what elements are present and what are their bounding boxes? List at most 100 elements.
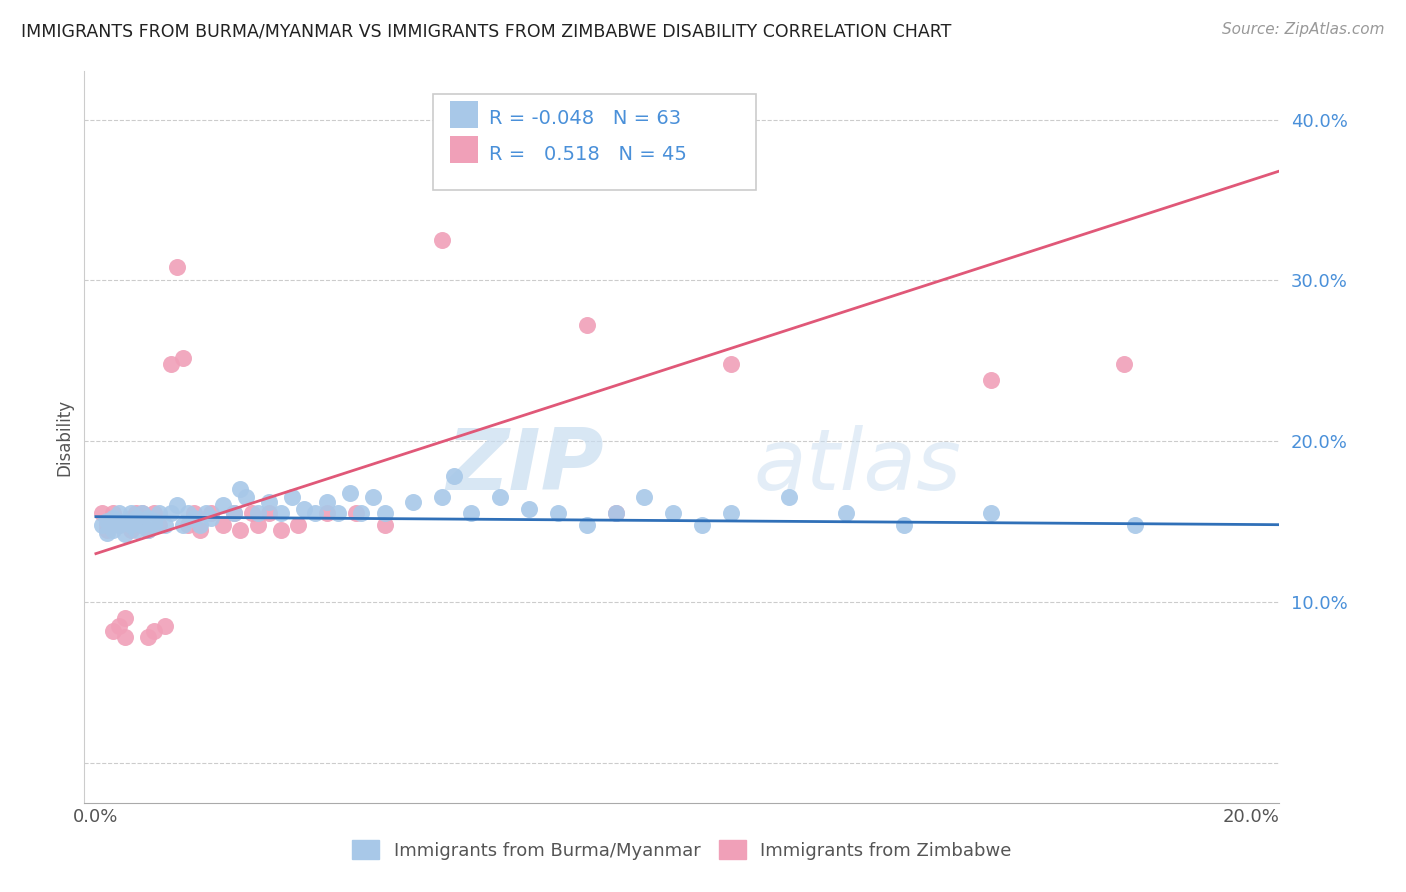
Point xyxy=(605,507,627,521)
Point xyxy=(131,517,153,532)
Point xyxy=(224,507,246,521)
Point xyxy=(108,517,131,532)
Point xyxy=(893,517,915,532)
Point xyxy=(212,499,235,513)
Point xyxy=(120,523,142,537)
Point xyxy=(120,517,142,532)
Point xyxy=(835,507,858,521)
Point xyxy=(246,507,269,521)
Point xyxy=(96,525,118,540)
Text: R = -0.048   N = 63: R = -0.048 N = 63 xyxy=(489,109,682,128)
Point xyxy=(136,523,159,537)
Text: IMMIGRANTS FROM BURMA/MYANMAR VS IMMIGRANTS FROM ZIMBABWE DISABILITY CORRELATION: IMMIGRANTS FROM BURMA/MYANMAR VS IMMIGRA… xyxy=(21,22,952,40)
Point xyxy=(148,517,170,532)
Point xyxy=(131,507,153,521)
Point xyxy=(177,517,200,532)
Point xyxy=(270,523,292,537)
Point xyxy=(402,495,425,509)
Point xyxy=(103,624,125,638)
Point xyxy=(153,517,176,532)
Point xyxy=(103,523,125,537)
Point xyxy=(120,511,142,525)
Point xyxy=(344,507,367,521)
Point xyxy=(172,351,194,365)
Point xyxy=(328,507,350,521)
Point xyxy=(350,507,373,521)
Point xyxy=(980,507,1002,521)
Point xyxy=(270,507,292,521)
Point xyxy=(108,507,131,521)
Point xyxy=(460,507,482,521)
Point xyxy=(131,507,153,521)
Point xyxy=(103,511,125,525)
Point xyxy=(200,511,222,525)
Point xyxy=(432,491,454,505)
Point xyxy=(125,511,148,525)
Point xyxy=(142,507,165,521)
Point xyxy=(160,507,183,521)
Point xyxy=(257,507,280,521)
Point xyxy=(229,483,252,497)
Point xyxy=(339,485,361,500)
Point xyxy=(212,517,235,532)
Point xyxy=(131,517,153,532)
Point xyxy=(980,373,1002,387)
Point xyxy=(148,507,170,521)
Point xyxy=(257,495,280,509)
Point xyxy=(315,507,337,521)
Point xyxy=(720,507,742,521)
Point xyxy=(1123,517,1146,532)
Point xyxy=(177,507,200,521)
Point xyxy=(136,630,159,644)
Point xyxy=(142,515,165,529)
Point xyxy=(281,491,304,505)
Point xyxy=(229,523,252,537)
Point xyxy=(166,499,188,513)
Point xyxy=(374,507,396,521)
Text: R =   0.518   N = 45: R = 0.518 N = 45 xyxy=(489,145,688,164)
Point xyxy=(575,318,598,333)
Point xyxy=(125,523,148,537)
Point xyxy=(103,507,125,521)
Point xyxy=(315,495,337,509)
Point xyxy=(432,233,454,247)
Point xyxy=(96,517,118,532)
Point xyxy=(96,523,118,537)
Point xyxy=(183,507,205,521)
Point xyxy=(575,517,598,532)
Point xyxy=(108,517,131,532)
Point xyxy=(90,517,112,532)
Point xyxy=(188,523,211,537)
Point xyxy=(246,517,269,532)
Text: ZIP: ZIP xyxy=(447,425,605,508)
Text: Source: ZipAtlas.com: Source: ZipAtlas.com xyxy=(1222,22,1385,37)
Point xyxy=(443,469,465,483)
Point xyxy=(114,630,136,644)
Point xyxy=(90,507,112,521)
Point xyxy=(240,507,263,521)
Point xyxy=(125,507,148,521)
Point xyxy=(172,517,194,532)
Y-axis label: Disability: Disability xyxy=(55,399,73,475)
Text: atlas: atlas xyxy=(754,425,962,508)
Point xyxy=(142,624,165,638)
Point xyxy=(235,491,257,505)
Point xyxy=(108,619,131,633)
Point xyxy=(605,507,627,521)
Point xyxy=(1112,357,1135,371)
Point xyxy=(287,517,309,532)
Point xyxy=(120,507,142,521)
Point xyxy=(166,260,188,275)
Point xyxy=(720,357,742,371)
Point xyxy=(183,511,205,525)
Point xyxy=(136,523,159,537)
Point xyxy=(662,507,685,521)
Point xyxy=(96,515,118,529)
Point xyxy=(517,501,540,516)
Point xyxy=(200,507,222,521)
Point xyxy=(547,507,569,521)
Point xyxy=(153,619,176,633)
Point xyxy=(224,507,246,521)
Point xyxy=(194,507,217,521)
Point xyxy=(142,517,165,532)
